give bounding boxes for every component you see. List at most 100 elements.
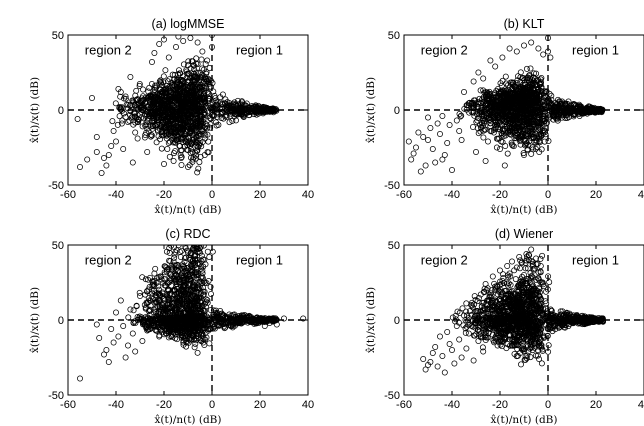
data-point [130, 121, 137, 128]
data-point [474, 111, 480, 118]
data-point [210, 106, 217, 112]
data-point [207, 101, 214, 108]
data-point [161, 124, 168, 131]
data-point [145, 102, 152, 109]
data-point [496, 119, 503, 126]
data-point [517, 141, 524, 148]
data-point [156, 304, 163, 310]
data-point [176, 93, 183, 100]
data-point [228, 102, 235, 109]
data-point [207, 283, 214, 290]
data-point [145, 326, 151, 333]
data-point [167, 322, 173, 329]
data-point [179, 272, 185, 279]
data-point [171, 299, 178, 306]
x-tick-label: 20 [254, 399, 266, 411]
data-point [470, 78, 477, 85]
data-point [228, 323, 235, 330]
data-point [129, 330, 136, 337]
data-point [214, 111, 220, 118]
data-point [182, 271, 189, 278]
data-point [470, 109, 477, 116]
data-point [137, 293, 143, 299]
data-point [166, 153, 173, 160]
y-axis-label: x̂(t)/x(t) (dB) [29, 287, 41, 353]
data-point [101, 155, 107, 161]
data-point [261, 323, 268, 329]
data-point [156, 41, 163, 47]
data-point [194, 75, 200, 82]
data-point [425, 114, 431, 121]
data-point [77, 164, 83, 170]
data-point [136, 82, 143, 89]
data-point [84, 156, 91, 163]
data-point [93, 134, 100, 140]
data-point [193, 108, 200, 114]
data-point [530, 146, 537, 153]
data-point [127, 74, 134, 80]
data-point [199, 48, 206, 55]
data-point [136, 103, 143, 110]
data-point [163, 307, 170, 314]
data-point [504, 150, 511, 157]
data-point [155, 96, 162, 103]
data-point [122, 114, 129, 120]
data-point [254, 108, 261, 114]
data-point [154, 128, 161, 135]
data-point [172, 86, 179, 93]
data-point [200, 66, 207, 73]
data-point [204, 248, 211, 255]
data-point [425, 137, 431, 143]
x-tick-label: 40 [302, 399, 314, 411]
data-point [502, 73, 509, 80]
data-point [479, 109, 486, 116]
data-point [150, 279, 157, 286]
data-point [201, 321, 208, 328]
data-point [144, 149, 151, 155]
data-point [520, 97, 527, 104]
data-point [525, 88, 532, 95]
y-tick-label: 0 [58, 105, 64, 117]
data-point [194, 285, 201, 292]
data-point [550, 116, 557, 123]
data-point [227, 110, 234, 117]
data-point [168, 282, 175, 289]
data-point [153, 313, 160, 319]
data-point [461, 89, 467, 95]
data-point [207, 121, 214, 128]
data-point [541, 118, 548, 125]
data-point [415, 129, 422, 136]
data-point [127, 306, 134, 313]
data-point [175, 35, 182, 40]
data-point [214, 113, 221, 120]
data-point [156, 320, 163, 327]
data-point [191, 66, 198, 73]
data-point [164, 116, 171, 123]
data-point [135, 119, 142, 126]
data-point [173, 272, 179, 278]
data-point [122, 95, 129, 102]
data-point [484, 89, 491, 96]
data-point [429, 146, 436, 152]
data-point [179, 126, 186, 133]
data-point [444, 140, 451, 146]
data-point [167, 275, 173, 282]
data-point [473, 119, 480, 125]
data-point [517, 79, 524, 86]
x-tick-label: -60 [396, 189, 412, 201]
data-point [198, 330, 205, 336]
data-point [495, 89, 502, 95]
data-point [518, 90, 525, 97]
data-point [153, 82, 160, 89]
data-point [222, 113, 229, 120]
data-point [202, 336, 208, 343]
data-point [189, 156, 196, 163]
data-point [185, 164, 191, 170]
data-point [528, 119, 535, 126]
data-point [506, 45, 513, 52]
data-point [182, 321, 189, 328]
data-point [122, 93, 129, 100]
data-point [149, 293, 156, 300]
data-point [510, 89, 517, 96]
